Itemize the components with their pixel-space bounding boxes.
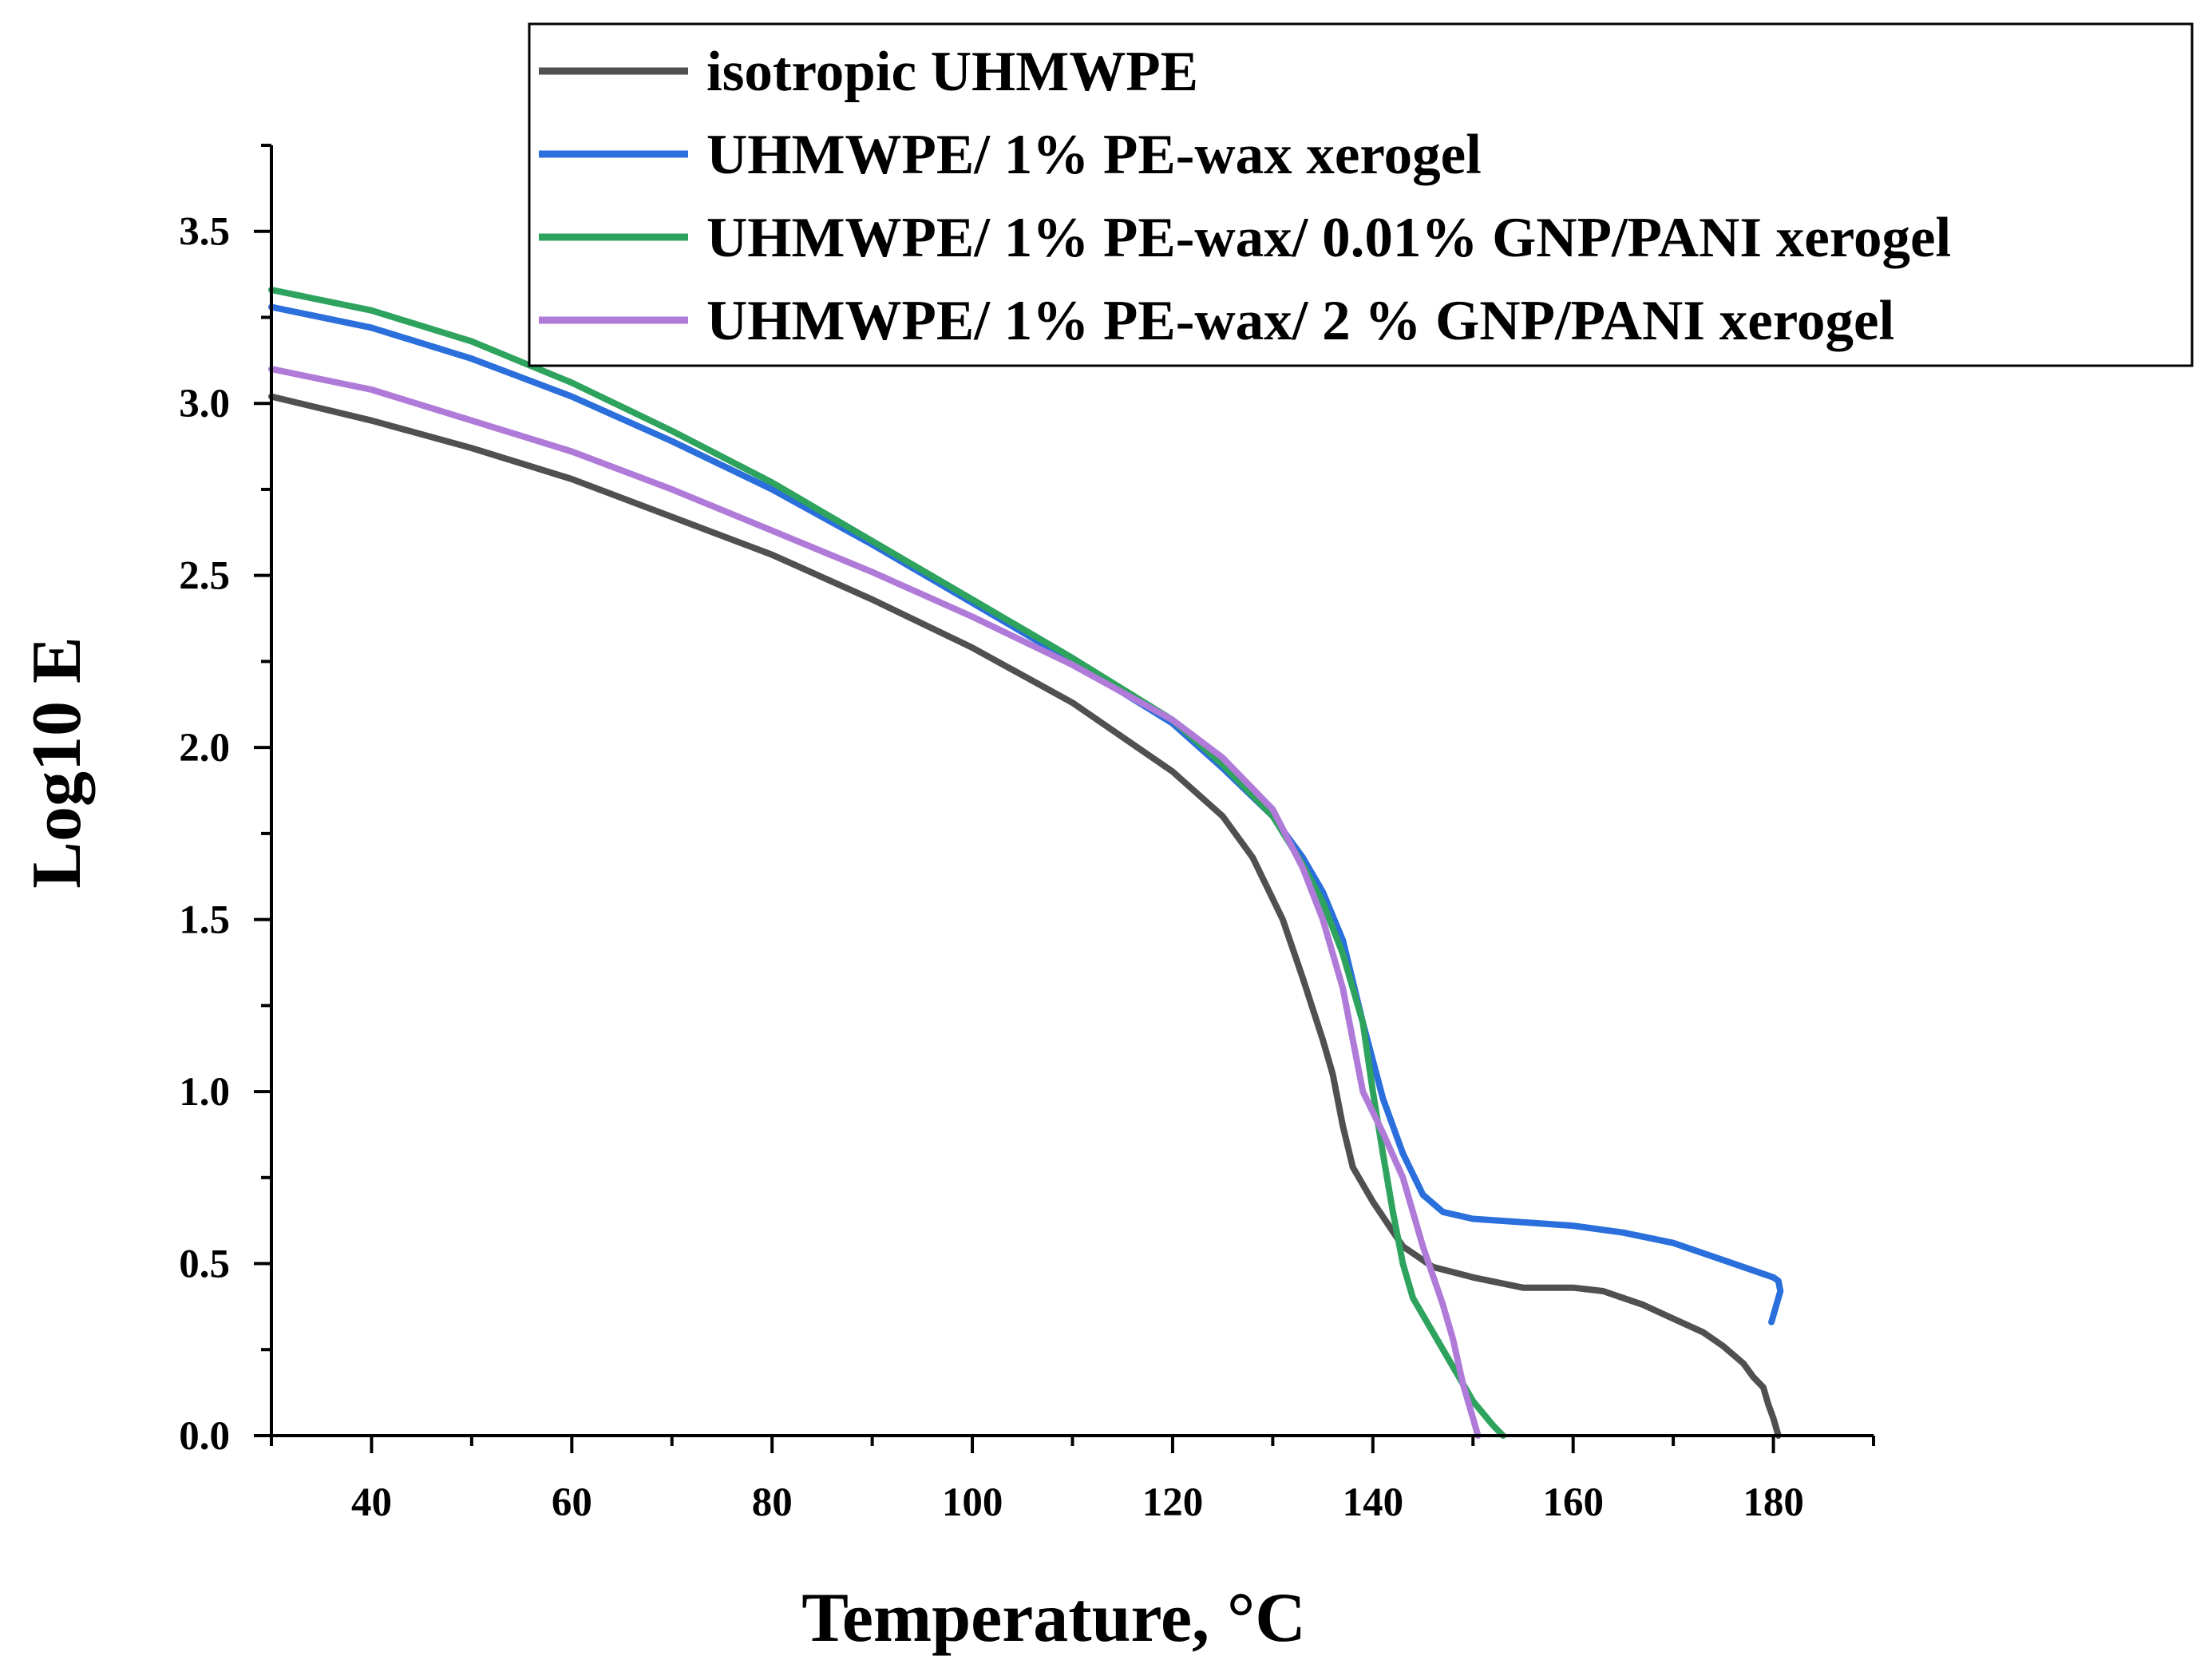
legend: isotropic UHMWPE UHMWPE/ 1% PE-wax xerog… [528,22,2194,367]
y-tick-label: 0.0 [179,1414,230,1459]
legend-label-pe-wax-xerogel: UHMWPE/ 1% PE-wax xerogel [706,124,1482,186]
x-tick-label: 80 [752,1480,793,1525]
y-tick-label: 2.0 [179,726,230,771]
plot-axes [270,145,1874,1437]
y-tick-label: 1.5 [179,898,230,943]
tick-marks [254,144,1875,1453]
series-layer [268,287,1784,1439]
y-tick-label: 3.5 [179,210,230,255]
x-tick-label: 100 [942,1480,1003,1525]
x-tick-label: 60 [552,1480,592,1525]
x-tick-label: 180 [1743,1480,1804,1525]
y-axis-title: Log10 E [18,636,96,888]
legend-label-isotropic-uhmwpe: isotropic UHMWPE [706,41,1198,103]
y-tick-label: 0.5 [179,1242,230,1287]
legend-label-gnp-pani-0-01: UHMWPE/ 1% PE-wax/ 0.01% GNP/PANI xeroge… [706,207,1951,269]
legend-label-gnp-pani-2: UHMWPE/ 1% PE-wax/ 2 % GNP/PANI xerogel [706,290,1894,352]
series-line-1 [268,303,1784,1325]
series-line-0 [268,393,1782,1439]
y-tick-label: 2.5 [179,554,230,599]
x-tick-label: 160 [1542,1480,1604,1525]
x-axis-title: Temperature, °C [801,1579,1306,1657]
x-tick-label: 120 [1142,1480,1204,1525]
y-tick-label: 1.0 [179,1070,230,1115]
series-line-2 [268,287,1506,1439]
x-tick-label: 40 [351,1480,392,1525]
tick-labels: 40 60 80 100 120 140 160 180 0.0 0.5 1.0 1.5 2.0 2.5 3… [179,210,1804,1525]
series-line-3 [268,366,1482,1439]
x-tick-label: 140 [1343,1480,1404,1525]
y-tick-label: 3.0 [179,382,230,426]
legend-box [528,22,2194,367]
